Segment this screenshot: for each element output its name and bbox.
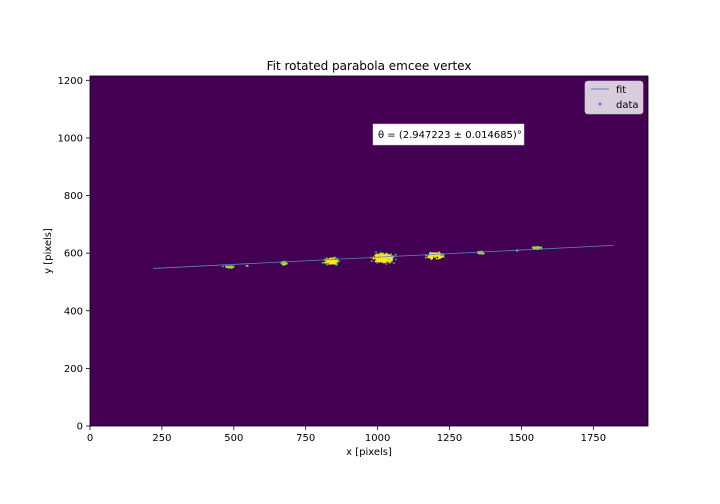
data-point [428, 252, 431, 255]
x-tick-label: 750 [296, 433, 315, 444]
data-point [388, 262, 391, 264]
data-point [374, 254, 377, 257]
data-point [325, 262, 327, 265]
data-point [378, 259, 381, 261]
data-point [375, 251, 377, 254]
legend-fit-label: fit [616, 85, 626, 96]
data-point [428, 256, 430, 259]
y-axis-label: y [pixels] [43, 228, 54, 274]
data-cluster [245, 264, 249, 267]
data-point [393, 262, 395, 264]
data-point [332, 262, 335, 264]
data-point [395, 258, 397, 261]
data-point [482, 252, 485, 255]
x-tick-label: 500 [224, 433, 243, 444]
data-point [334, 256, 337, 259]
data-point [283, 263, 285, 265]
y-tick-label: 1200 [58, 76, 83, 87]
data-point [386, 254, 389, 257]
data-point [379, 253, 382, 256]
data-point [431, 255, 434, 257]
data-point [375, 257, 378, 260]
data-cluster [222, 264, 235, 269]
data-point [535, 247, 538, 250]
data-point [381, 258, 384, 260]
x-axis-label: x [pixels] [346, 447, 392, 458]
data-point [432, 252, 435, 255]
data-point [376, 260, 378, 263]
x-tick-label: 1250 [437, 433, 462, 444]
plot-area [90, 76, 648, 426]
data-point [370, 260, 373, 262]
x-tick-label: 1750 [581, 433, 606, 444]
x-tick-label: 1500 [509, 433, 534, 444]
theta-annotation-text: θ = (2.947223 ± 0.014685)° [378, 130, 522, 141]
data-point [321, 261, 324, 264]
fit-line [153, 244, 614, 269]
data-point [387, 260, 390, 263]
data-point [382, 254, 385, 256]
data-point [376, 261, 379, 264]
data-point [394, 253, 397, 256]
data-point [427, 255, 430, 257]
legend-data-label: data [616, 100, 639, 111]
data-point [440, 255, 442, 258]
data-point [434, 255, 436, 258]
y-tick-label: 600 [64, 249, 83, 260]
theta-annotation: θ = (2.947223 ± 0.014685)° [372, 123, 525, 146]
data-point [225, 266, 228, 268]
data-cluster [369, 251, 397, 265]
legend-data-swatch [598, 102, 602, 106]
chart-title: Fit rotated parabola emcee vertex [267, 59, 472, 73]
y-tick-label: 400 [64, 306, 83, 317]
data-point [328, 262, 331, 265]
data-point [376, 254, 379, 257]
data-point [331, 260, 334, 262]
y-tick-label: 1000 [58, 133, 83, 144]
data-point [246, 265, 249, 267]
y-tick-label: 0 [77, 422, 83, 433]
data-point [386, 257, 389, 260]
x-axis: 0 250 500 750 1000 1250 1500 1750 [87, 426, 606, 444]
data-point [478, 252, 481, 255]
data-point [442, 254, 445, 257]
data-point [536, 245, 539, 248]
x-tick-label: 1000 [365, 433, 390, 444]
data-point [390, 253, 393, 256]
y-tick-label: 800 [64, 191, 83, 202]
data-point [326, 257, 328, 260]
data-point [383, 259, 386, 262]
y-tick-label: 200 [64, 364, 83, 375]
plot-frame [89, 75, 649, 427]
data-point [222, 265, 224, 268]
data-point [230, 265, 233, 268]
data-point [531, 246, 534, 249]
legend: fit data [584, 80, 644, 115]
data-point [388, 258, 391, 261]
data-point [334, 259, 337, 262]
data-point [390, 260, 393, 263]
data-point [380, 260, 383, 263]
data-point [424, 256, 427, 259]
data-point [284, 263, 287, 265]
data-point [286, 262, 289, 265]
data-point [326, 263, 329, 266]
data-point [280, 262, 283, 264]
data-point [538, 246, 540, 249]
data-point [386, 252, 389, 255]
data-point [385, 263, 388, 265]
data-point [328, 259, 330, 262]
data-point [338, 260, 340, 263]
data-point [435, 254, 438, 257]
x-tick-label: 0 [87, 433, 93, 444]
data-point [230, 267, 233, 269]
data-point [382, 257, 385, 260]
data-point [378, 260, 381, 263]
y-axis: 0 200 400 600 800 1000 1200 [58, 76, 90, 433]
data-point [227, 265, 230, 268]
x-tick-label: 250 [152, 433, 171, 444]
data-point [335, 262, 338, 265]
data-point [435, 257, 438, 260]
